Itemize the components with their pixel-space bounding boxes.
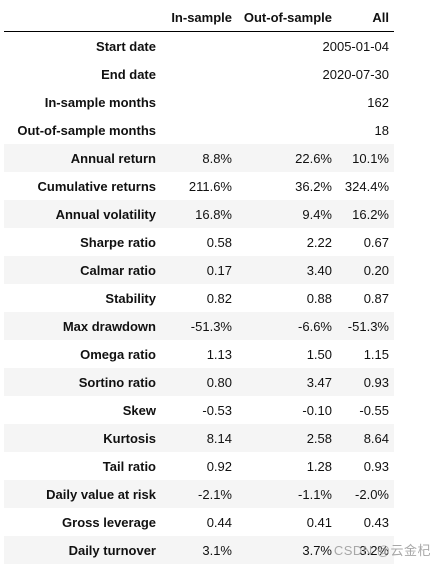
row-label: Cumulative returns [4,172,161,200]
table-row: Kurtosis 8.14 2.58 8.64 [4,424,394,452]
row-label: Max drawdown [4,312,161,340]
row-value: 36.2% [237,172,337,200]
table-row: Calmar ratio 0.17 3.40 0.20 [4,256,394,284]
table-row: Max drawdown -51.3% -6.6% -51.3% [4,312,394,340]
row-value: 1.15 [337,340,394,368]
row-label: Skew [4,396,161,424]
performance-stats-table: Start date 2005-01-04 End date 2020-07-3… [4,3,394,564]
row-value: -2.0% [337,480,394,508]
table-row: Sharpe ratio 0.58 2.22 0.67 [4,228,394,256]
meta-value: 162 [161,88,394,116]
row-value: 0.20 [337,256,394,284]
table-row: Skew -0.53 -0.10 -0.55 [4,396,394,424]
row-label: Stability [4,284,161,312]
row-label: Sharpe ratio [4,228,161,256]
table-row: Stability 0.82 0.88 0.87 [4,284,394,312]
row-value: -51.3% [337,312,394,340]
row-value: 0.67 [337,228,394,256]
watermark-text: CSDN @云金杞 [334,540,431,559]
row-value: 324.4% [337,172,394,200]
row-label: Kurtosis [4,424,161,452]
row-value: -1.1% [237,480,337,508]
row-value: 16.8% [161,200,237,228]
row-value: 8.64 [337,424,394,452]
row-value: 0.82 [161,284,237,312]
row-value: 9.4% [237,200,337,228]
table-row: Cumulative returns 211.6% 36.2% 324.4% [4,172,394,200]
meta-value: 18 [161,116,394,144]
meta-row-out-of-sample-months: Out-of-sample months 18 [4,116,394,144]
column-header-blank [4,3,161,32]
row-value: -0.53 [161,396,237,424]
row-label: Gross leverage [4,508,161,536]
row-label: Annual volatility [4,200,161,228]
row-value: 22.6% [237,144,337,172]
meta-value: 2020-07-30 [161,60,394,88]
table-row: Tail ratio 0.92 1.28 0.93 [4,452,394,480]
meta-label: Out-of-sample months [4,116,161,144]
table-row: Gross leverage 0.44 0.41 0.43 [4,508,394,536]
row-value: 0.92 [161,452,237,480]
row-label: Calmar ratio [4,256,161,284]
column-header-in-sample: In-sample [161,3,237,32]
row-value: 0.80 [161,368,237,396]
row-value: 1.50 [237,340,337,368]
meta-label: Start date [4,32,161,61]
row-value: 0.88 [237,284,337,312]
row-value: 16.2% [337,200,394,228]
row-value: -0.10 [237,396,337,424]
row-value: 3.7% [237,536,337,564]
row-label: Daily value at risk [4,480,161,508]
row-value: 0.58 [161,228,237,256]
row-value: 0.44 [161,508,237,536]
meta-row-start-date: Start date 2005-01-04 [4,32,394,61]
row-value: -0.55 [337,396,394,424]
row-value: 1.28 [237,452,337,480]
table-row: Annual return 8.8% 22.6% 10.1% [4,144,394,172]
row-value: 0.87 [337,284,394,312]
row-label: Annual return [4,144,161,172]
row-value: -2.1% [161,480,237,508]
meta-section: Start date 2005-01-04 End date 2020-07-3… [4,32,394,145]
row-value: 0.93 [337,368,394,396]
row-value: 2.58 [237,424,337,452]
column-header-out-of-sample: Out-of-sample [237,3,337,32]
row-value: 3.1% [161,536,237,564]
row-label: Omega ratio [4,340,161,368]
row-value: 3.47 [237,368,337,396]
table-row: Omega ratio 1.13 1.50 1.15 [4,340,394,368]
meta-row-in-sample-months: In-sample months 162 [4,88,394,116]
row-value: -6.6% [237,312,337,340]
row-value: 10.1% [337,144,394,172]
table-row: Daily value at risk -2.1% -1.1% -2.0% [4,480,394,508]
row-label: Daily turnover [4,536,161,564]
stats-section: Annual return 8.8% 22.6% 10.1% Cumulative re… [4,144,394,564]
row-value: 0.93 [337,452,394,480]
column-header-row: In-sample Out-of-sample All [4,3,394,32]
column-header-all: All [337,3,394,32]
meta-label: In-sample months [4,88,161,116]
row-value: 3.40 [237,256,337,284]
table-row: Annual volatility 16.8% 9.4% 16.2% [4,200,394,228]
row-value: 8.14 [161,424,237,452]
row-value: 0.43 [337,508,394,536]
row-label: Sortino ratio [4,368,161,396]
meta-label: End date [4,60,161,88]
row-value: 0.41 [237,508,337,536]
meta-value: 2005-01-04 [161,32,394,61]
row-value: 8.8% [161,144,237,172]
row-value: 2.22 [237,228,337,256]
meta-row-end-date: End date 2020-07-30 [4,60,394,88]
row-value: 211.6% [161,172,237,200]
row-value: -51.3% [161,312,237,340]
row-value: 0.17 [161,256,237,284]
table-row: Sortino ratio 0.80 3.47 0.93 [4,368,394,396]
row-label: Tail ratio [4,452,161,480]
row-value: 1.13 [161,340,237,368]
